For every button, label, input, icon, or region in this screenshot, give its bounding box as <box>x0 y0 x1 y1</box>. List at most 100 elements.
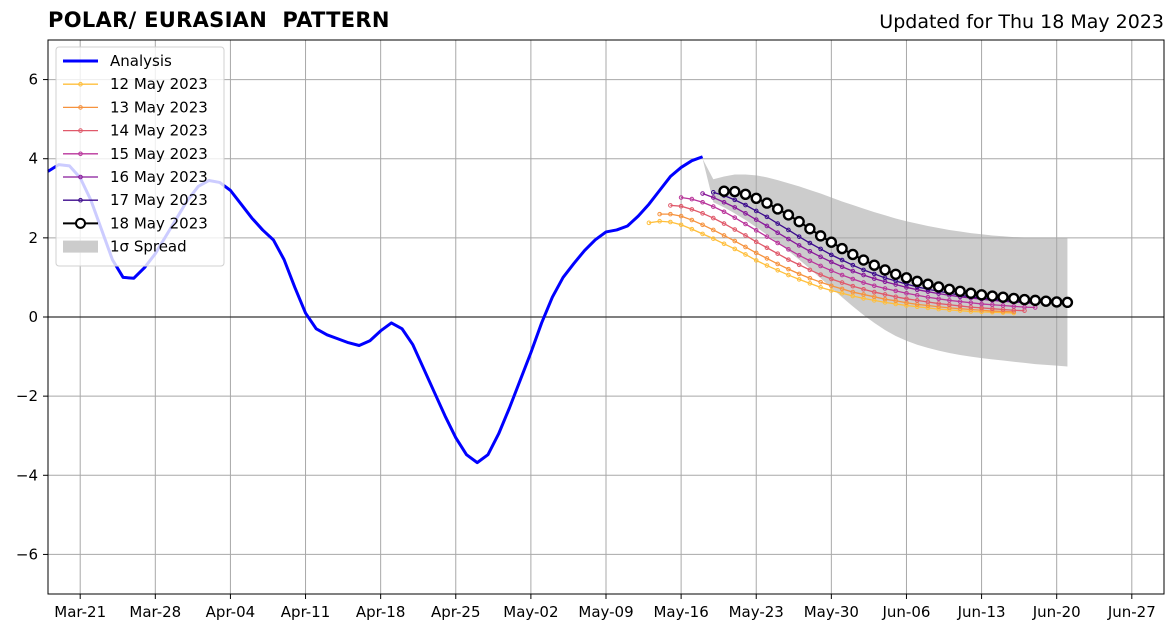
series-point <box>711 227 716 233</box>
series-point <box>986 290 999 302</box>
spread-band <box>702 158 1068 367</box>
series-point <box>700 199 705 205</box>
forecast-series <box>646 185 1074 316</box>
series-point <box>922 278 934 290</box>
series-point <box>711 204 716 209</box>
x-tick-label: Apr-18 <box>356 603 406 621</box>
series-point <box>739 188 752 201</box>
y-tick-label: 4 <box>28 150 38 168</box>
legend: Analysis 12 May 2023 13 May 2023 14 May 202… <box>55 46 225 267</box>
legend-entry: 13 May 2023 <box>63 98 208 116</box>
legend-label: Analysis <box>110 52 172 70</box>
series-point <box>1050 296 1063 308</box>
series-point <box>997 291 1009 303</box>
x-tick-label: Jun-27 <box>1107 603 1156 621</box>
series-point <box>818 279 823 285</box>
y-tick-label: 0 <box>28 308 38 326</box>
updated-date: Updated for Thu 18 May 2023 <box>879 11 1164 33</box>
series-point <box>861 292 866 297</box>
series-point <box>1018 293 1031 306</box>
series-point <box>914 292 920 298</box>
series-point <box>668 203 673 208</box>
series-line <box>659 213 1014 313</box>
series-point <box>764 214 770 220</box>
series-point <box>818 254 823 260</box>
series-point <box>839 257 845 263</box>
legend-entry: 14 May 2023 <box>63 122 208 140</box>
series-point <box>796 234 802 239</box>
legend-marker <box>78 197 83 203</box>
series-point <box>818 285 823 290</box>
series-point <box>850 276 856 282</box>
series-point <box>990 302 995 308</box>
series-point <box>839 280 845 285</box>
series-point <box>764 234 770 239</box>
series-point <box>861 280 866 285</box>
series-point <box>678 222 684 228</box>
series-point <box>839 286 845 292</box>
series-point <box>764 223 770 229</box>
spread-area <box>702 158 1068 367</box>
series-point <box>721 199 727 205</box>
legend-entry: Analysis <box>63 52 172 70</box>
series-point <box>861 287 866 292</box>
series-point <box>753 228 759 233</box>
series-point <box>796 277 802 282</box>
series-point <box>890 268 902 280</box>
series-point <box>868 259 880 271</box>
series-point <box>968 300 974 306</box>
series-point <box>796 262 802 268</box>
series-point <box>911 275 923 288</box>
x-tick-label: Mar-21 <box>54 603 106 621</box>
series-point <box>646 220 652 226</box>
series-point <box>829 268 834 274</box>
legend-label: 17 May 2023 <box>110 191 208 209</box>
series-point <box>839 272 845 278</box>
series-point <box>775 230 780 236</box>
series-point <box>718 185 730 197</box>
series-point <box>689 207 695 212</box>
series-point <box>957 303 963 309</box>
series-point <box>893 288 899 294</box>
y-tick-label: −6 <box>16 545 38 563</box>
y-axis-ticks: −6 −4 −2 0 2 4 6 <box>16 71 48 563</box>
series-point <box>786 266 791 272</box>
legend-label: 14 May 2023 <box>110 122 208 140</box>
series-point <box>732 215 738 220</box>
series-point <box>786 227 791 233</box>
series-point <box>882 286 888 291</box>
series-point <box>807 240 813 246</box>
series-point <box>871 276 877 281</box>
series-point <box>807 275 813 281</box>
legend-marker <box>78 128 83 133</box>
series-point <box>753 250 759 256</box>
series-point <box>1061 296 1074 309</box>
series-point <box>721 209 727 215</box>
series-point <box>829 283 834 289</box>
series-line <box>681 196 1036 309</box>
series-point <box>861 267 866 273</box>
series-point <box>761 197 773 209</box>
x-tick-label: May-30 <box>804 603 859 621</box>
series-point <box>829 276 834 282</box>
series-point <box>936 301 941 306</box>
series-point <box>721 221 727 226</box>
legend-label: 12 May 2023 <box>110 75 208 93</box>
series-point <box>914 287 920 292</box>
legend-entry: 16 May 2023 <box>63 168 208 186</box>
series-point <box>882 292 888 297</box>
series-point <box>979 301 984 307</box>
x-tick-label: Jun-13 <box>957 603 1006 621</box>
series-point <box>807 267 813 273</box>
series-point <box>947 302 952 308</box>
series-point <box>807 249 813 254</box>
series-1 <box>657 211 1017 315</box>
legend-label: 13 May 2023 <box>110 98 208 116</box>
series-point <box>668 219 673 225</box>
series-point <box>743 211 748 216</box>
series-point <box>871 283 877 289</box>
series-point <box>818 263 823 269</box>
series-point <box>711 195 716 200</box>
series-point <box>711 215 716 221</box>
series-point <box>836 242 848 255</box>
